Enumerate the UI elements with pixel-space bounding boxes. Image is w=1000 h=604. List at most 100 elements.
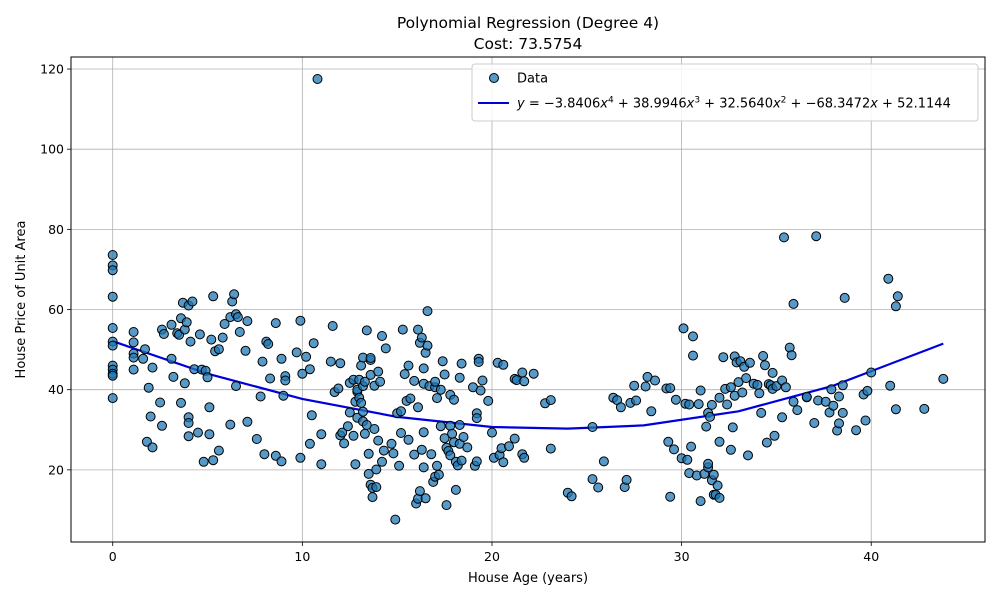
data-point xyxy=(545,395,556,406)
data-point xyxy=(155,397,166,408)
data-point xyxy=(128,327,139,337)
data-point xyxy=(714,492,725,503)
data-point xyxy=(519,452,530,463)
data-point xyxy=(409,375,420,386)
data-point xyxy=(356,360,367,371)
data-point xyxy=(430,376,441,387)
data-point xyxy=(437,356,448,367)
y-tick-label: 60 xyxy=(48,302,64,317)
data-point xyxy=(107,323,118,333)
data-point xyxy=(837,407,848,418)
data-point xyxy=(519,376,530,387)
data-point xyxy=(834,391,844,402)
data-point xyxy=(598,456,609,467)
y-tick-label: 100 xyxy=(40,142,64,157)
data-point xyxy=(722,399,733,410)
data-point xyxy=(359,428,370,439)
data-point xyxy=(418,462,429,473)
data-point xyxy=(919,403,930,414)
data-point xyxy=(265,373,276,384)
data-point xyxy=(744,357,755,368)
data-point xyxy=(426,449,437,460)
data-point xyxy=(414,486,425,497)
data-point xyxy=(206,334,217,345)
data-point xyxy=(418,427,429,438)
data-point xyxy=(422,306,433,317)
data-point xyxy=(454,372,465,383)
data-point xyxy=(741,373,752,384)
data-point xyxy=(204,402,215,413)
data-point xyxy=(373,435,384,446)
data-point xyxy=(786,350,797,361)
scatter-points xyxy=(107,74,949,525)
data-point xyxy=(509,433,520,444)
data-point xyxy=(325,356,336,367)
data-point xyxy=(107,370,118,381)
data-point xyxy=(107,291,118,302)
data-point xyxy=(396,428,406,438)
data-point xyxy=(718,352,729,363)
y-tick: 80 xyxy=(48,222,71,237)
data-point xyxy=(327,321,338,331)
data-point xyxy=(234,327,245,337)
data-point xyxy=(682,454,693,465)
data-point xyxy=(301,351,312,362)
data-point xyxy=(213,344,224,355)
data-point xyxy=(276,353,287,364)
data-point xyxy=(358,406,368,417)
data-point xyxy=(456,358,467,369)
data-point xyxy=(416,444,427,455)
data-point xyxy=(242,416,253,427)
data-point xyxy=(280,375,291,386)
data-point xyxy=(828,400,839,411)
data-point xyxy=(454,420,465,430)
data-point xyxy=(204,429,215,440)
data-point xyxy=(788,396,799,407)
data-point xyxy=(450,484,461,495)
y-tick-label: 120 xyxy=(40,62,64,77)
x-tick: 10 xyxy=(294,542,310,564)
data-point xyxy=(834,418,844,429)
data-point xyxy=(356,397,367,408)
x-tick-label: 40 xyxy=(863,549,879,564)
data-point xyxy=(363,468,374,479)
data-point xyxy=(377,456,387,467)
data-point xyxy=(938,373,949,384)
data-point xyxy=(181,317,192,328)
data-point xyxy=(758,351,769,361)
data-point xyxy=(708,469,719,480)
data-point xyxy=(270,318,281,329)
fit-curve-layer xyxy=(112,340,944,430)
data-point xyxy=(208,291,219,302)
data-point xyxy=(528,368,539,379)
data-point xyxy=(107,340,118,351)
data-point xyxy=(225,419,236,430)
data-point xyxy=(837,380,848,391)
data-point xyxy=(498,457,509,468)
data-point xyxy=(866,367,877,378)
legend: Data y = −3.8406x4 + 38.9946x3 + 32.5640… xyxy=(471,63,979,122)
data-point xyxy=(631,395,642,406)
data-point xyxy=(695,496,706,507)
data-point xyxy=(646,406,657,417)
data-point xyxy=(306,410,317,421)
data-point xyxy=(860,415,871,426)
data-point xyxy=(240,345,251,356)
data-point xyxy=(380,343,391,354)
data-point xyxy=(291,347,302,358)
data-point xyxy=(363,448,374,459)
data-point xyxy=(403,434,414,445)
data-point xyxy=(276,456,287,467)
data-point xyxy=(725,382,736,393)
data-point xyxy=(378,445,389,456)
data-point xyxy=(862,385,873,396)
data-point xyxy=(251,434,262,444)
data-point xyxy=(416,332,427,343)
data-point xyxy=(743,450,753,461)
data-point xyxy=(587,422,598,432)
data-point xyxy=(640,381,651,392)
data-point xyxy=(504,441,514,452)
data-point xyxy=(337,427,348,438)
data-point xyxy=(213,445,224,456)
data-point xyxy=(403,360,414,371)
